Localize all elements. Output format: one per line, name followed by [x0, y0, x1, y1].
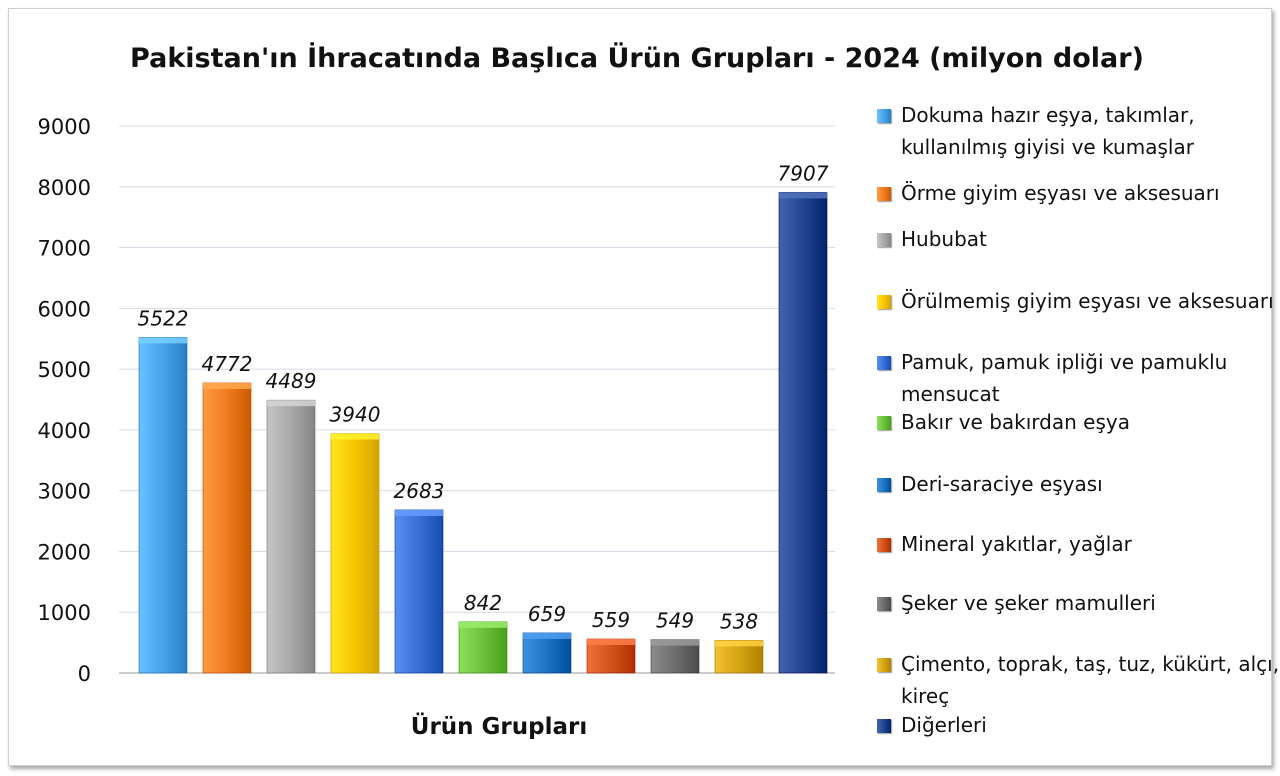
bar-top [267, 400, 315, 407]
bar [330, 433, 380, 674]
bar-top [331, 433, 379, 440]
legend-label: Hububat [901, 227, 987, 251]
legend-swatch [877, 295, 891, 309]
legend-label: Örme giyim eşyası ve aksesuarı [901, 181, 1220, 205]
data-label: 559 [592, 608, 630, 632]
legend-swatch [877, 187, 891, 201]
legend-label: Deri-saraciye eşyası [901, 472, 1103, 496]
legend-label: Şeker ve şeker mamulleri [901, 591, 1156, 615]
data-label: 538 [720, 609, 758, 633]
data-label: 3940 [330, 403, 381, 427]
bar-top [587, 639, 635, 646]
bar-top [651, 639, 699, 646]
bar [394, 509, 444, 674]
bar-top [779, 192, 827, 199]
y-tick-label: 3000 [38, 480, 91, 504]
bar-top [395, 509, 443, 516]
bar [202, 382, 252, 674]
data-label: 2683 [394, 479, 445, 503]
y-tick-label: 2000 [38, 540, 91, 564]
bar-top [459, 621, 507, 628]
bar-top [139, 337, 187, 344]
plot-area: 0 1000 2000 3000 4000 5000 6000 7000 8000 9000 552… [38, 115, 835, 686]
data-label: 659 [528, 602, 566, 626]
y-tick-label: 6000 [38, 297, 91, 321]
legend-label: Dokuma hazır eşya, takımlar, kullanılmış… [901, 103, 1195, 159]
legend-swatch [877, 597, 891, 611]
data-label: 4772 [202, 352, 253, 376]
bar-top [523, 632, 571, 639]
data-label: 7907 [778, 161, 829, 185]
y-tick-label: 9000 [38, 115, 91, 139]
bar [266, 399, 316, 674]
bar [138, 337, 188, 674]
legend-label: Pamuk, pamuk ipliği ve pamuklu mensucat [901, 350, 1228, 406]
legend-label: Örülmemiş giyim eşyası ve aksesuarı [901, 289, 1274, 313]
bar-top [203, 382, 251, 389]
x-axis-label: Ürün Grupları [410, 714, 588, 740]
legend-swatch [877, 416, 891, 430]
chart-title: Pakistan'ın İhracatında Başlıca Ürün Gru… [130, 43, 1144, 74]
y-tick-label: 4000 [38, 419, 91, 443]
legend-label: Bakır ve bakırdan eşya [901, 410, 1130, 434]
bar [778, 192, 828, 674]
bar [458, 621, 508, 674]
legend-label: Diğerleri [901, 713, 987, 737]
y-tick-label: 0 [78, 662, 91, 686]
legend-label: Mineral yakıtlar, yağlar [901, 532, 1132, 556]
legend-swatch [877, 478, 891, 492]
legend-swatch [877, 233, 891, 247]
y-tick-label: 5000 [38, 358, 91, 382]
legend-swatch [877, 658, 891, 672]
legend-swatch [877, 719, 891, 733]
data-label: 549 [656, 609, 694, 633]
data-label: 842 [464, 591, 502, 615]
y-tick-label: 8000 [38, 176, 91, 200]
legend-label: Çimento, toprak, taş, tuz, kükürt, alçı,… [901, 652, 1280, 708]
chart-frame: Pakistan'ın İhracatında Başlıca Ürün Gru… [8, 8, 1279, 766]
legend-swatch [877, 356, 891, 370]
data-label: 5522 [138, 306, 189, 330]
data-label: 4489 [266, 369, 317, 393]
legend-swatch [877, 538, 891, 552]
y-tick-label: 7000 [38, 237, 91, 261]
bar-top [715, 640, 763, 647]
legend-swatch [877, 109, 891, 123]
bar [522, 632, 572, 674]
y-tick-label: 1000 [38, 601, 91, 625]
